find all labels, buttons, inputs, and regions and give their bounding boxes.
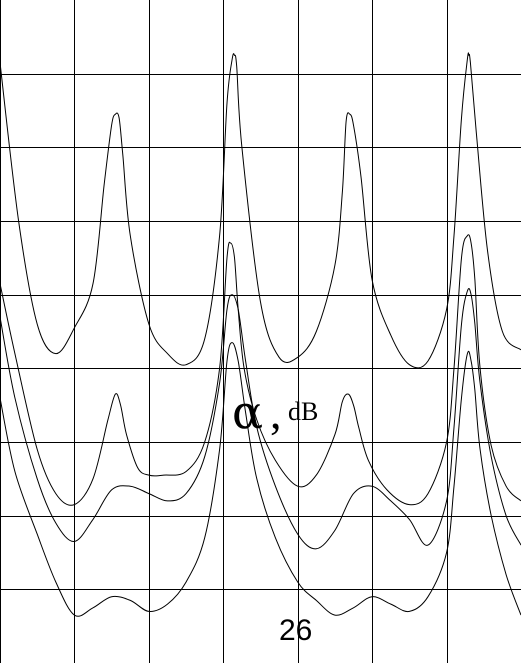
series-line-3 (0, 288, 521, 550)
series-line-1 (0, 52, 521, 369)
chart-series-group (0, 52, 521, 617)
bottom-value-label: 26 (279, 614, 312, 647)
series-line-4 (0, 342, 521, 617)
y-axis-label-separator: , (270, 387, 282, 438)
chart-labels: α , dB 26 (232, 385, 318, 647)
y-axis-label-symbol: α (232, 385, 263, 439)
y-axis-label-unit: dB (288, 397, 318, 426)
series-line-2 (0, 234, 521, 506)
